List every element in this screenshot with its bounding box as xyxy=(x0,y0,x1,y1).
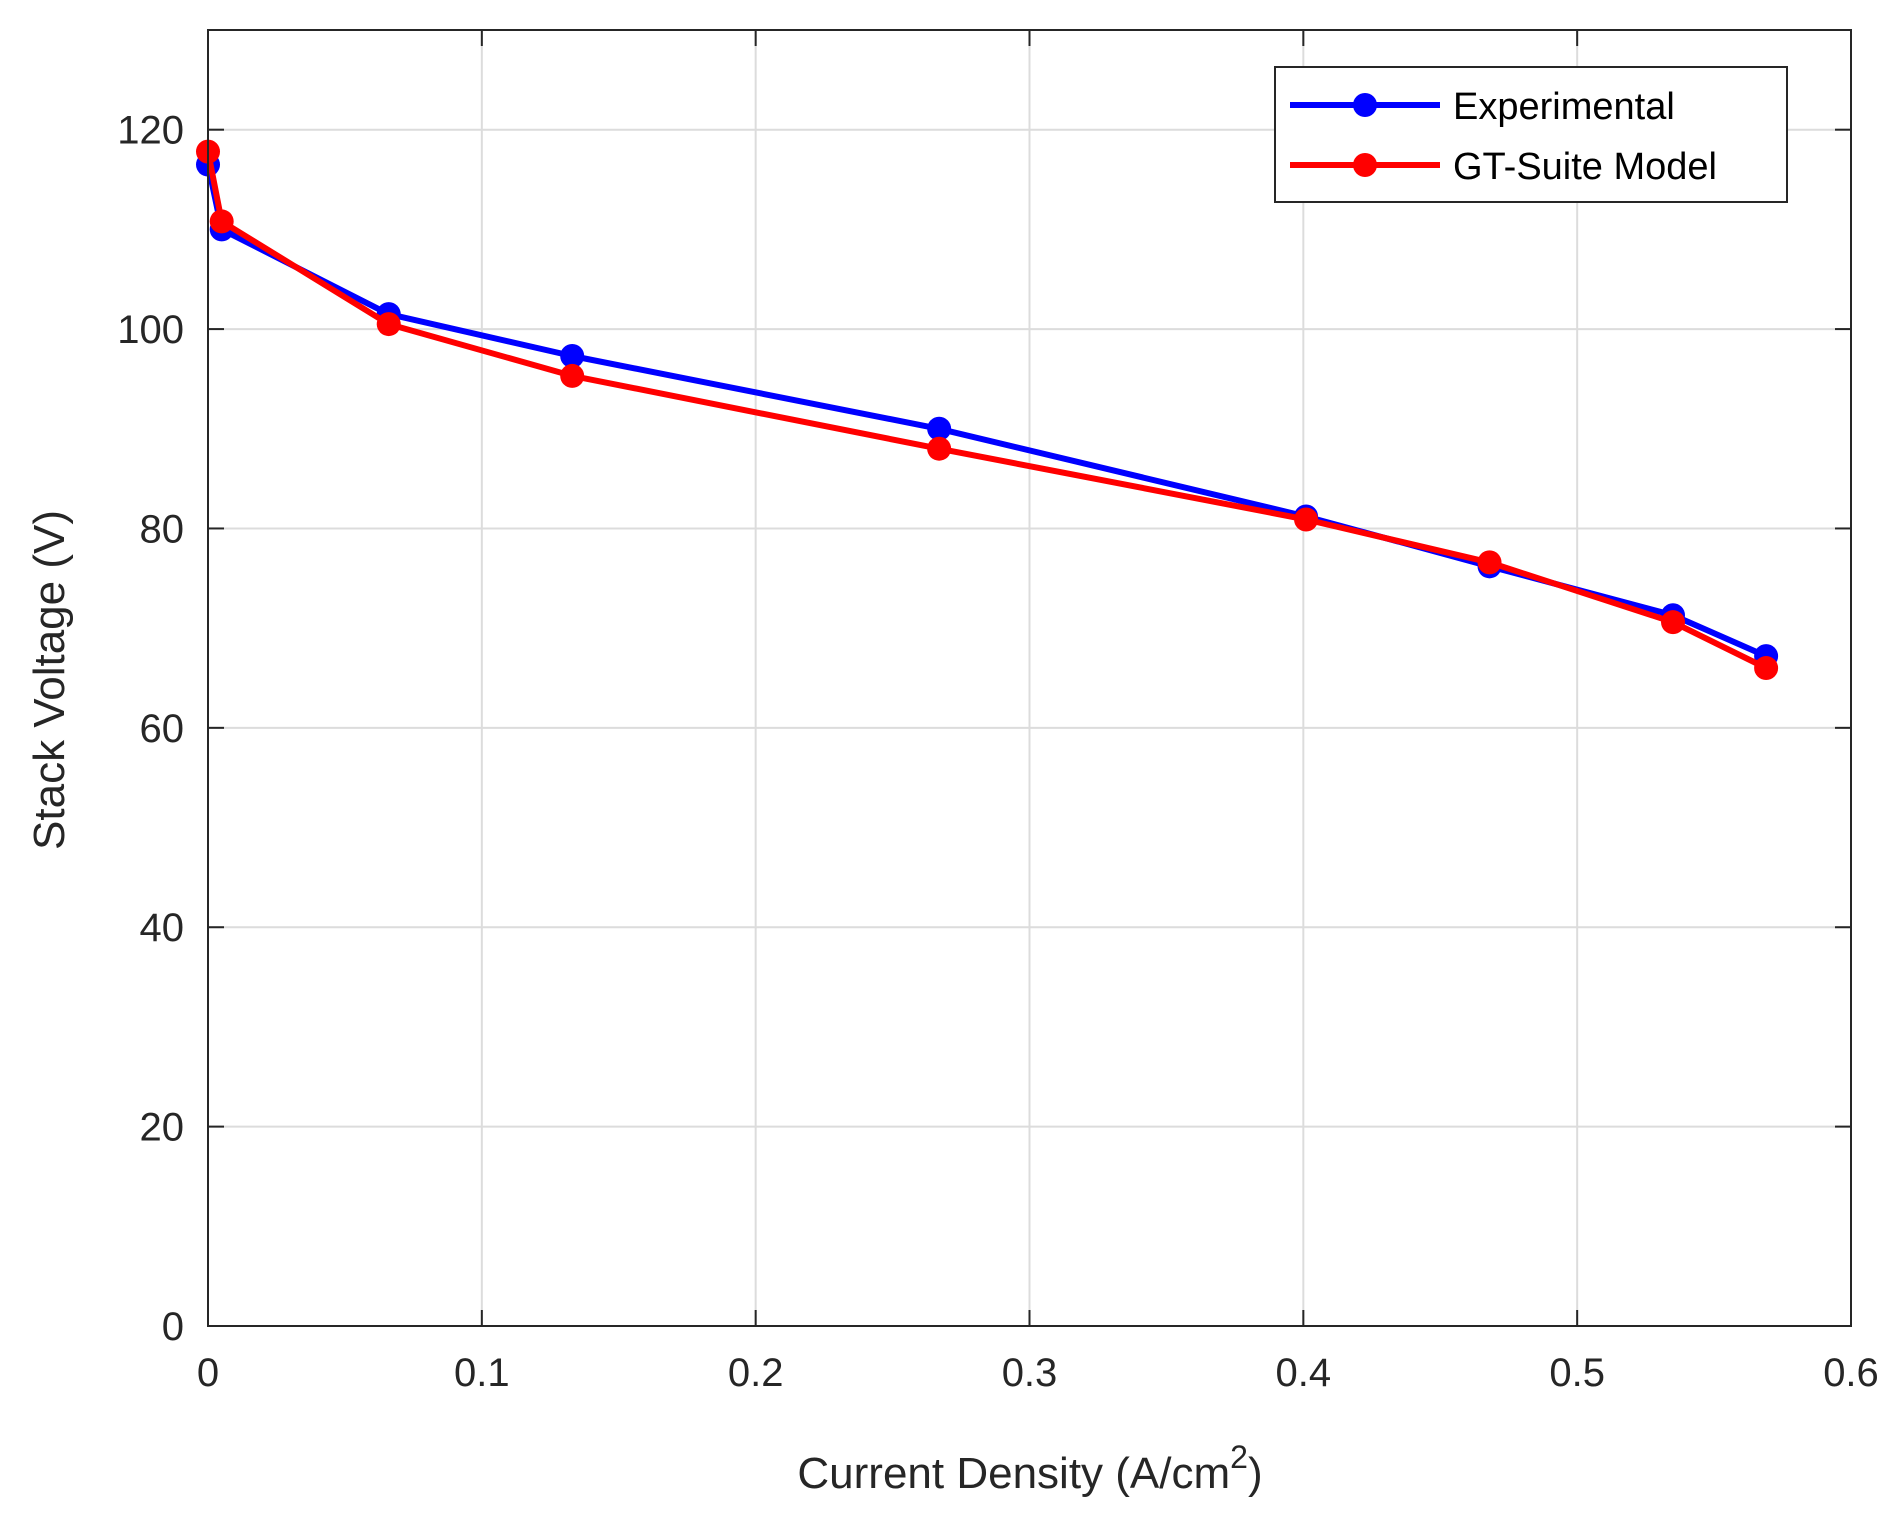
data-point-gt-suite-model xyxy=(209,209,234,234)
series-gt-suite-model xyxy=(196,139,1779,681)
x-tick-label: 0.2 xyxy=(728,1351,784,1395)
y-tick-label: 100 xyxy=(117,308,184,352)
tick-labels: 0 0.1 0.2 0.3 0.4 0.5 0.6 0 20 40 60 80 100 120 xyxy=(117,109,1879,1395)
y-tick-label: 40 xyxy=(140,906,185,950)
y-tick-label: 60 xyxy=(140,707,185,751)
legend-label-experimental: Experimental xyxy=(1453,86,1675,128)
x-tick-label: 0.4 xyxy=(1276,1351,1332,1395)
x-axis-label: Current Density (A/cm2) xyxy=(797,1439,1262,1498)
legend-marker-gt-suite-model xyxy=(1353,153,1377,177)
legend: Experimental GT-Suite Model xyxy=(1274,66,1788,203)
y-tick-label: 80 xyxy=(140,507,185,551)
x-tick-label: 0 xyxy=(197,1351,219,1395)
data-point-gt-suite-model xyxy=(1661,610,1686,635)
x-tick-label: 0.1 xyxy=(454,1351,510,1395)
data-point-gt-suite-model xyxy=(1294,507,1319,532)
data-point-gt-suite-model xyxy=(376,312,401,337)
x-axis-label-superscript: 2 xyxy=(1230,1439,1248,1475)
data-point-experimental xyxy=(927,416,952,441)
ticks xyxy=(207,30,1852,1327)
y-tick-label: 20 xyxy=(140,1106,185,1150)
data-point-gt-suite-model xyxy=(927,436,952,461)
x-tick-label: 0.3 xyxy=(1002,1351,1058,1395)
x-tick-label: 0.6 xyxy=(1823,1351,1879,1395)
y-tick-label: 0 xyxy=(162,1305,184,1349)
series-layer xyxy=(196,139,1779,681)
legend-marker-experimental xyxy=(1353,93,1377,117)
legend-label-gt-suite-model: GT-Suite Model xyxy=(1453,146,1717,188)
y-tick-label: 120 xyxy=(117,109,184,153)
data-point-gt-suite-model xyxy=(1754,656,1779,681)
x-axis-label-suffix: ) xyxy=(1248,1449,1263,1498)
y-axis-label: Stack Voltage (V) xyxy=(25,510,74,850)
x-axis-label-main: Current Density (A/cm xyxy=(797,1449,1230,1498)
data-point-experimental xyxy=(560,343,585,368)
legend-box xyxy=(1274,66,1788,203)
x-tick-label: 0.5 xyxy=(1549,1351,1605,1395)
data-point-gt-suite-model xyxy=(1477,550,1502,575)
data-point-gt-suite-model xyxy=(560,363,585,388)
